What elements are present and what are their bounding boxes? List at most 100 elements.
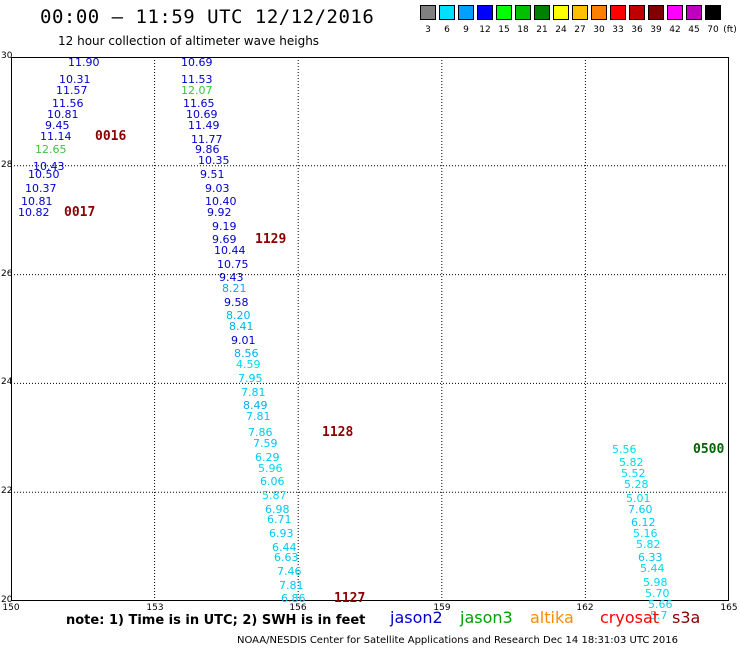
legend-swatch [667,5,683,20]
legend-swatch [477,5,493,20]
legend-label: 21 [536,25,548,35]
wave-height-value: 5.28 [624,478,649,491]
wave-height-value: 9.92 [207,206,232,219]
map-frame [11,57,729,601]
legend-swatch [648,5,664,20]
legend-unit: (ft) [723,25,737,35]
wave-height-value: 8.21 [222,282,247,295]
footer-credit: NOAA/NESDIS Center for Satellite Applica… [237,635,679,646]
legend-label: 36 [631,25,643,35]
legend-label: 24 [555,25,567,35]
wave-height-value: 5.87 [262,489,287,502]
wave-height-value: 8.41 [229,320,254,333]
wave-height-value: 6.29 [255,451,280,464]
wave-height-value: 5.96 [258,462,283,475]
note-text: note: 1) Time is in UTC; 2) SWH is in fe… [66,613,366,628]
pass-time-label: 0016 [95,129,127,144]
wave-height-value: 5.66 [648,598,673,611]
wave-height-value: 5.70 [645,587,670,600]
legend-label: 27 [574,25,586,35]
legend-label: 9 [463,25,469,35]
legend-swatch [496,5,512,20]
wave-height-value: 12.65 [35,143,67,156]
wave-height-value: 5.01 [626,492,651,505]
wave-height-value: 11.65 [183,97,215,110]
wave-height-value: 10.69 [186,108,218,121]
wave-height-value: 5.16 [633,527,658,540]
lon-tick-label: 156 [289,603,307,613]
wave-height-value: 11.14 [40,130,72,143]
legend-swatch [534,5,550,20]
lat-tick-label: 26 [1,269,13,279]
lon-tick-label: 162 [576,603,594,613]
pass-time-label: 1129 [255,232,287,247]
wave-height-value: 10.37 [25,182,57,195]
wave-height-value: 7.46 [277,565,302,578]
wave-height-value: 9.45 [45,119,70,132]
wave-height-value: 10.81 [21,195,53,208]
wave-height-value: 10.75 [217,258,249,271]
wave-height-value: 10.50 [28,168,60,181]
legend-swatch [686,5,702,20]
satellite-label-cryosat: cryosat [600,608,660,627]
legend-label: 6 [444,25,450,35]
legend-label: 30 [593,25,605,35]
legend-swatch [705,5,721,20]
wave-height-value: 6.93 [269,527,294,540]
wave-height-value: 10.40 [205,195,237,208]
wave-height-value: 10.31 [59,73,91,86]
wave-height-value: 10.43 [33,160,65,173]
wave-height-value: 5.7 [650,609,668,622]
wave-height-value: 9.58 [224,296,249,309]
pass-time-label: 0017 [64,205,96,220]
legend-swatch [439,5,455,20]
satellite-label-jason2: jason2 [390,608,443,627]
wave-height-value: 6.44 [272,541,297,554]
legend-label: 45 [688,25,700,35]
wave-height-value: 11.77 [191,133,223,146]
legend-label: 12 [479,25,491,35]
legend-label: 39 [650,25,662,35]
wave-height-value: 5.98 [643,576,668,589]
legend-label: 70 [707,25,719,35]
legend-label: 15 [498,25,510,35]
wave-height-value: 6.06 [260,475,285,488]
wave-height-value: 9.03 [205,182,230,195]
wave-height-value: 11.90 [68,56,100,69]
lat-tick-label: 24 [1,377,13,387]
wave-height-value: 7.95 [238,372,263,385]
wave-height-value: 9.19 [212,220,237,233]
legend-label: 18 [517,25,529,35]
wave-height-value: 5.44 [640,562,665,575]
wave-height-value: 10.35 [198,154,230,167]
wave-height-value: 8.49 [243,399,268,412]
wave-height-value: 7.81 [279,579,304,592]
wave-height-value: 6.12 [631,516,656,529]
wave-height-value: 11.53 [181,73,213,86]
legend-swatch [610,5,626,20]
map-grid [11,57,729,601]
legend-swatch [629,5,645,20]
lat-tick-label: 28 [1,160,13,170]
page-subtitle: 12 hour collection of altimeter wave hei… [58,34,320,48]
wave-height-value: 10.69 [181,56,213,69]
wave-height-value: 5.56 [612,443,637,456]
legend-swatch [515,5,531,20]
satellite-label-jason3: jason3 [460,608,513,627]
legend-label: 3 [425,25,431,35]
satellite-label-s3a: s3a [672,608,701,627]
page-title: 00:00 – 11:59 UTC 12/12/2016 [40,6,375,28]
wave-height-value: 7.86 [248,426,273,439]
wave-height-value: 7.60 [628,503,653,516]
wave-height-value: 7.81 [246,410,271,423]
wave-height-value: 9.43 [219,271,244,284]
wave-height-value: 12.07 [181,84,213,97]
wave-height-value: 7.59 [253,437,278,450]
wave-height-value: 4.59 [236,358,261,371]
wave-height-value: 6.71 [267,513,292,526]
lon-tick-label: 159 [433,603,451,613]
wave-height-value: 10.81 [47,108,79,121]
satellite-label-altika: altika [530,608,574,627]
wave-height-value: 11.49 [188,119,220,132]
pass-time-label: 1128 [322,425,354,440]
